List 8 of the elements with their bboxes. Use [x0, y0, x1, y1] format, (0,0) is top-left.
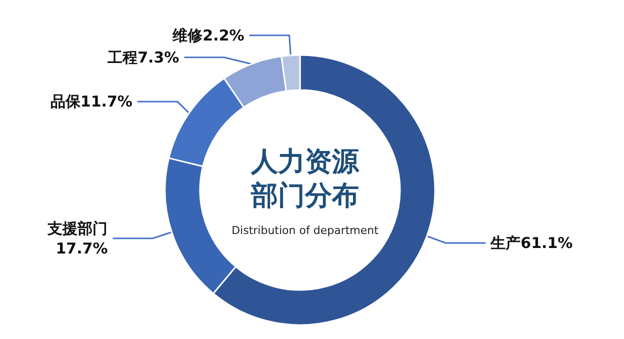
slice-label: 维修2.2% [172, 26, 244, 44]
slice-label: 品保11.7% [50, 92, 132, 111]
slice-label: 支援部门 [46, 219, 108, 238]
text: Distribution of department [232, 224, 380, 237]
slice-label: 生产61.1% [490, 234, 573, 252]
text: 人力资源部门分布 [250, 146, 360, 212]
slice-label: 工程7.3% [106, 48, 180, 66]
data-label: 17.7% [56, 239, 108, 258]
